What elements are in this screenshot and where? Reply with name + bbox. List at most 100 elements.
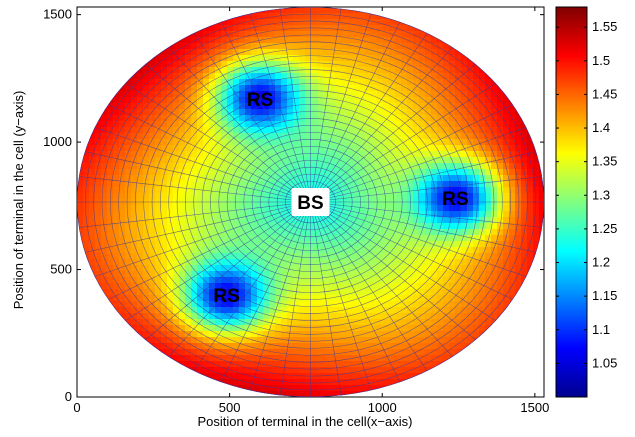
heat-cell — [251, 133, 258, 140]
heat-cell — [413, 169, 420, 176]
heat-cell — [443, 199, 450, 206]
heat-cell — [275, 175, 282, 182]
heat-cell — [323, 31, 330, 38]
heat-cell — [221, 109, 228, 116]
heat-cell — [131, 247, 138, 254]
heat-cell — [455, 121, 462, 128]
heat-cell — [353, 49, 360, 56]
heat-cell — [215, 373, 222, 380]
heat-cell — [377, 55, 384, 62]
heat-cell — [455, 97, 462, 104]
heat-cell — [455, 67, 462, 74]
heat-cell — [329, 187, 336, 194]
heat-cell — [341, 163, 348, 170]
heat-cell — [353, 133, 360, 140]
heat-cell — [323, 85, 330, 92]
heat-cell — [173, 91, 180, 98]
heat-cell — [389, 223, 396, 230]
heat-cell — [305, 79, 312, 86]
heat-cell — [263, 313, 270, 320]
heat-cell — [161, 49, 168, 56]
heat-cell — [203, 25, 210, 32]
heat-cell — [167, 79, 174, 86]
heat-cell — [173, 295, 180, 302]
heat-cell — [455, 223, 462, 230]
heat-cell — [149, 325, 156, 332]
heat-cell — [155, 331, 162, 338]
heat-cell — [257, 313, 264, 320]
heat-cell — [527, 151, 534, 158]
heat-cell — [389, 103, 396, 110]
heat-cell — [503, 145, 510, 152]
heat-cell — [437, 211, 444, 218]
heat-cell — [221, 277, 228, 284]
heat-cell — [455, 139, 462, 146]
heat-cell — [527, 187, 534, 194]
heat-cell — [221, 325, 228, 332]
heat-cell — [317, 49, 324, 56]
heat-cell — [467, 337, 474, 344]
heat-cell — [359, 205, 366, 212]
heat-cell — [227, 163, 234, 170]
heat-cell — [317, 175, 324, 182]
heat-cell — [419, 55, 426, 62]
heat-cell — [347, 31, 354, 38]
heat-cell — [215, 295, 222, 302]
heat-cell — [347, 139, 354, 146]
heat-cell — [155, 193, 162, 200]
heat-cell — [419, 301, 426, 308]
heat-cell — [323, 181, 330, 188]
heat-cell — [149, 91, 156, 98]
heat-cell — [509, 151, 516, 158]
heat-cell — [251, 61, 258, 68]
heat-cell — [203, 73, 210, 80]
heat-cell — [197, 133, 204, 140]
heat-cell — [383, 205, 390, 212]
heat-cell — [443, 73, 450, 80]
heat-cell — [335, 247, 342, 254]
heat-cell — [533, 169, 540, 176]
heat-cell — [161, 289, 168, 296]
heat-cell — [437, 49, 444, 56]
heat-cell — [185, 157, 192, 164]
heat-cell — [323, 121, 330, 128]
heat-cell — [281, 325, 288, 332]
heat-cell — [359, 367, 366, 374]
heat-cell — [161, 349, 168, 356]
heat-cell — [239, 253, 246, 260]
heat-cell — [179, 187, 186, 194]
heat-cell — [377, 163, 384, 170]
heat-cell — [455, 253, 462, 260]
heat-cell — [113, 115, 120, 122]
heat-cell — [371, 13, 378, 20]
heat-cell — [467, 103, 474, 110]
heat-cell — [365, 367, 372, 374]
heat-cell — [323, 337, 330, 344]
heat-cell — [449, 331, 456, 338]
heat-cell — [149, 313, 156, 320]
heat-cell — [125, 163, 132, 170]
heat-cell — [419, 337, 426, 344]
heat-cell — [143, 73, 150, 80]
heat-cell — [197, 289, 204, 296]
heat-cell — [407, 331, 414, 338]
heat-cell — [389, 187, 396, 194]
heat-cell — [383, 277, 390, 284]
heat-cell — [377, 313, 384, 320]
heat-cell — [389, 259, 396, 266]
heat-cell — [311, 181, 318, 188]
heat-cell — [437, 265, 444, 272]
heat-cell — [371, 259, 378, 266]
heat-cell — [251, 73, 258, 80]
heat-cell — [263, 385, 270, 392]
heat-cell — [479, 181, 486, 188]
heat-cell — [473, 313, 480, 320]
heat-cell — [131, 127, 138, 134]
heat-cell — [461, 229, 468, 236]
heat-cell — [455, 181, 462, 188]
heat-cell — [287, 85, 294, 92]
heat-cell — [335, 85, 342, 92]
heat-cell — [515, 133, 522, 140]
heat-cell — [533, 157, 540, 164]
heat-cell — [407, 301, 414, 308]
